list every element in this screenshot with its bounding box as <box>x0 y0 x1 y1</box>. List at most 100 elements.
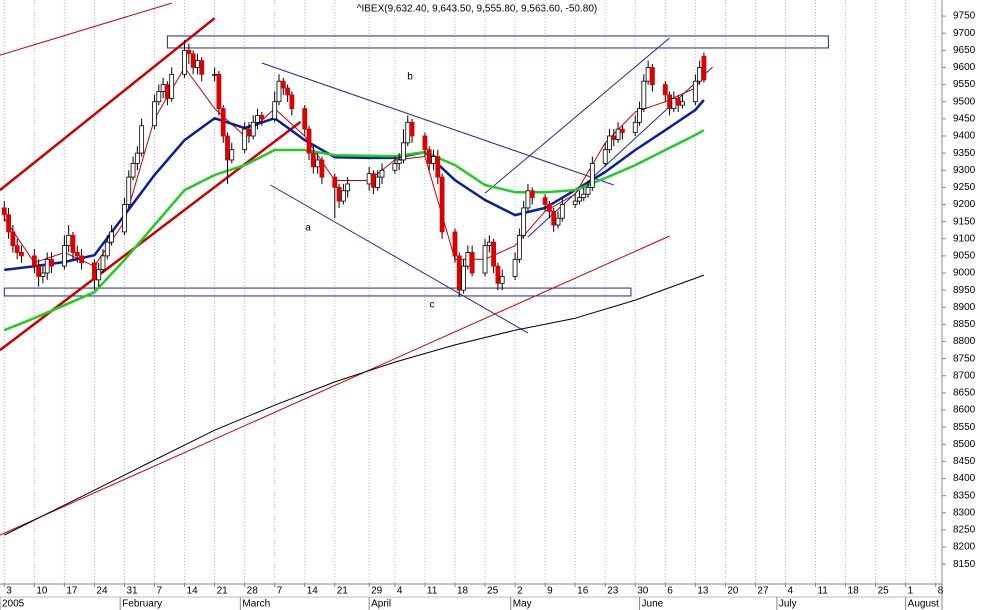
candle-body <box>516 234 522 260</box>
annotation-box <box>166 35 829 49</box>
y-tick-label: 9100 <box>953 233 976 244</box>
candle-body <box>10 231 16 246</box>
candle-body <box>431 156 436 164</box>
y-tick-label: 8400 <box>953 473 976 484</box>
candle-body <box>491 241 497 267</box>
candle-body <box>405 121 411 144</box>
candle-body <box>461 265 466 291</box>
x-tick-label: 7 <box>157 586 163 597</box>
candle-body <box>439 176 445 233</box>
candle-body <box>96 269 102 281</box>
y-tick-label: 8900 <box>953 302 976 313</box>
x-tick-label: 8 <box>938 586 944 597</box>
candle-body <box>195 60 200 68</box>
candle-body <box>680 101 685 106</box>
month-label: 2005 <box>2 599 25 610</box>
x-tick-label: 16 <box>577 586 589 597</box>
candle-body <box>40 272 46 277</box>
candle-body <box>152 101 157 127</box>
candle-body <box>392 162 398 171</box>
trendline <box>261 62 614 186</box>
candle-body <box>619 128 625 133</box>
y-tick-label: 8650 <box>953 388 976 399</box>
candle-body <box>465 252 471 267</box>
candle-body <box>306 128 312 154</box>
candle-body <box>212 73 218 76</box>
annotation-label: c <box>430 300 435 311</box>
annotation-label: b <box>407 72 413 83</box>
candle-body <box>577 197 582 202</box>
candle-body <box>366 173 372 185</box>
y-tick-label: 9250 <box>953 182 976 193</box>
x-tick-label: 18 <box>457 586 469 597</box>
candle-body <box>701 55 707 81</box>
candle-body <box>495 265 501 284</box>
candle-body <box>396 159 402 164</box>
candle-body <box>220 108 226 137</box>
candle-body <box>302 108 308 130</box>
month-label: July <box>779 599 797 610</box>
candle-body <box>156 91 162 103</box>
trendline <box>527 66 713 238</box>
y-tick-label: 9400 <box>953 131 976 142</box>
candle-body <box>671 97 677 109</box>
x-tick-label: 4 <box>397 586 403 597</box>
candle-body <box>169 73 175 99</box>
month-label: May <box>513 599 532 610</box>
x-tick-label: 4 <box>787 586 793 597</box>
y-tick-label: 8800 <box>953 336 976 347</box>
candle-body <box>229 149 235 161</box>
x-tick-label: 17 <box>66 586 78 597</box>
candle-body <box>289 94 295 109</box>
candle-body <box>607 135 612 151</box>
y-tick-label: 9750 <box>953 11 976 22</box>
candle-body <box>19 252 24 257</box>
candle-body <box>255 115 260 123</box>
candle-body <box>92 262 97 281</box>
candle-body <box>555 217 561 226</box>
candle-body <box>61 245 67 267</box>
candle-body <box>280 80 286 89</box>
candle-body <box>547 204 552 212</box>
candle-body <box>645 67 651 82</box>
candle-body <box>160 84 166 92</box>
candle-body <box>1 207 7 216</box>
candle-body <box>79 255 84 264</box>
candle-body <box>345 183 351 192</box>
x-tick-label: 3 <box>6 586 12 597</box>
candle-body <box>581 193 587 199</box>
candle-body <box>104 241 110 257</box>
x-tick-label: 24 <box>96 586 108 597</box>
y-tick-label: 8750 <box>953 353 976 364</box>
candle-body <box>667 94 672 109</box>
candle-body <box>551 210 557 226</box>
y-tick-label: 8250 <box>953 525 976 536</box>
candle-body <box>246 128 252 137</box>
y-tick-label: 8350 <box>953 490 976 501</box>
candle-body <box>499 276 505 284</box>
month-label: June <box>642 599 664 610</box>
candle-body <box>139 125 145 154</box>
month-label: April <box>371 599 391 610</box>
candle-body <box>66 234 72 246</box>
indicator-line <box>3 129 705 332</box>
candle-body <box>100 255 106 270</box>
y-tick-label: 8600 <box>953 405 976 416</box>
y-tick-label: 8300 <box>953 507 976 518</box>
candle-body <box>319 159 325 178</box>
candle-body <box>435 156 441 178</box>
y-tick-label: 8500 <box>953 439 976 450</box>
candle-body <box>469 252 475 274</box>
x-tick-label: 2 <box>517 586 523 597</box>
candle-body <box>521 207 527 236</box>
x-tick-label: 10 <box>36 586 48 597</box>
candle-body <box>259 115 265 120</box>
candle-body <box>662 84 668 96</box>
candle-body <box>529 190 535 199</box>
candle-body <box>641 80 647 109</box>
candle-body <box>310 152 316 168</box>
x-tick-label: 25 <box>487 586 499 597</box>
trendline <box>270 184 529 334</box>
